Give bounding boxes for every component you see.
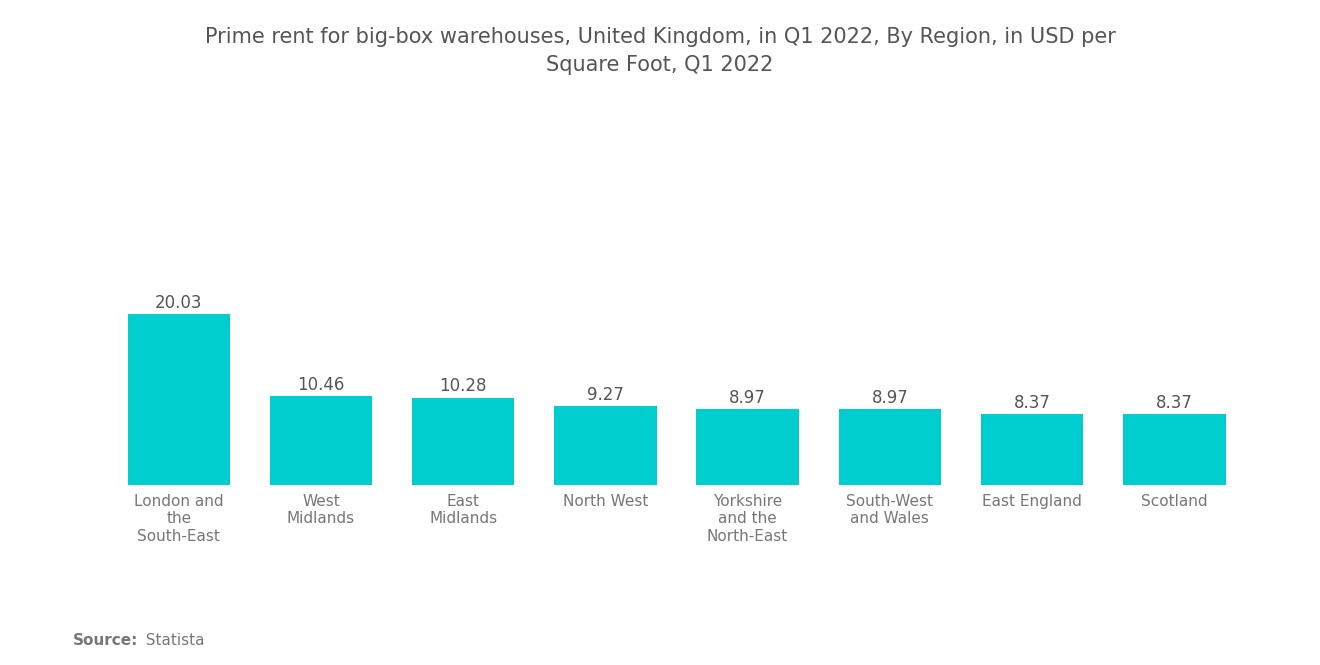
Text: Source:: Source: <box>73 633 139 648</box>
Bar <box>269 396 372 485</box>
Bar <box>554 406 656 485</box>
Text: 8.37: 8.37 <box>1156 394 1193 412</box>
Text: 9.27: 9.27 <box>587 386 624 404</box>
Bar <box>981 414 1084 485</box>
Text: 8.97: 8.97 <box>729 388 766 406</box>
Bar <box>412 398 515 485</box>
Bar <box>697 409 799 485</box>
Bar <box>128 314 230 485</box>
Text: 10.46: 10.46 <box>297 376 345 394</box>
Text: 10.28: 10.28 <box>440 378 487 396</box>
Text: 8.37: 8.37 <box>1014 394 1051 412</box>
Bar <box>1123 414 1225 485</box>
Text: Statista: Statista <box>136 633 205 648</box>
Bar <box>838 409 941 485</box>
Text: 20.03: 20.03 <box>154 294 202 312</box>
Text: 8.97: 8.97 <box>871 388 908 406</box>
Text: Prime rent for big-box warehouses, United Kingdom, in Q1 2022, By Region, in USD: Prime rent for big-box warehouses, Unite… <box>205 27 1115 74</box>
